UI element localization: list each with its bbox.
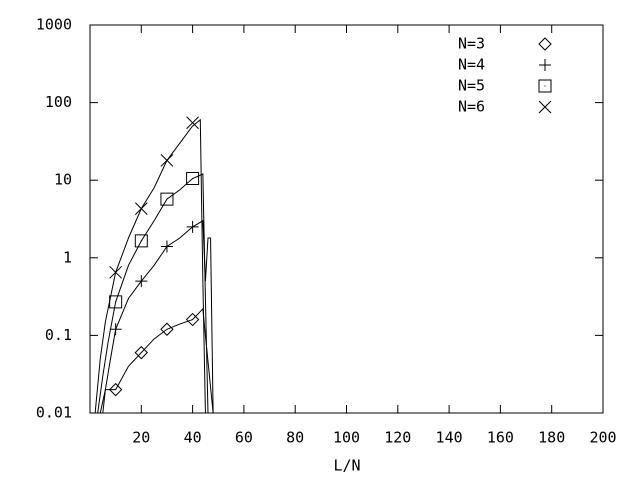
data-point <box>186 116 199 130</box>
x-axis-label: L/N <box>333 457 360 475</box>
series-line <box>94 118 206 414</box>
y-tick-label: 0.1 <box>45 326 72 344</box>
legend-label: N=3 <box>458 35 485 53</box>
x-tick-label: 100 <box>333 429 360 447</box>
y-tick-label: 1 <box>63 248 72 266</box>
x-tick-label: 160 <box>487 429 514 447</box>
legend-marker <box>539 59 551 71</box>
x-tick-label: 180 <box>538 429 565 447</box>
data-point <box>108 382 123 397</box>
legend-label: N=5 <box>458 77 485 95</box>
data-point <box>160 154 174 167</box>
x-tick-label: 20 <box>132 429 150 447</box>
y-tick-label: 0.01 <box>36 404 72 422</box>
legend-marker <box>538 79 552 93</box>
legend-label: N=4 <box>458 56 485 74</box>
y-tick-label: 10 <box>54 171 72 189</box>
series-line <box>95 307 214 414</box>
legend-marker <box>538 37 552 51</box>
data-point <box>109 295 123 309</box>
plot-frame <box>89 24 604 414</box>
x-tick-label: 140 <box>436 429 463 447</box>
data-point <box>160 240 173 253</box>
x-tick-label: 40 <box>184 429 202 447</box>
data-point <box>135 275 148 288</box>
data-point <box>186 172 200 186</box>
x-tick-label: 80 <box>286 429 304 447</box>
data-point <box>109 265 123 279</box>
data-point <box>134 202 148 215</box>
data-point <box>185 312 200 327</box>
legend-marker <box>538 100 552 114</box>
data-point <box>160 192 174 206</box>
series-line <box>97 173 209 414</box>
y-tick-label: 1000 <box>36 16 72 34</box>
data-point <box>134 234 148 248</box>
data-point <box>160 322 174 336</box>
x-tick-label: 60 <box>235 429 253 447</box>
x-tick-label: 200 <box>589 429 616 447</box>
x-tick-label: 120 <box>384 429 411 447</box>
data-point <box>186 220 199 233</box>
legend-label: N=6 <box>458 98 485 116</box>
y-tick-label: 100 <box>45 93 72 111</box>
data-point <box>134 345 149 360</box>
data-point <box>109 323 122 336</box>
